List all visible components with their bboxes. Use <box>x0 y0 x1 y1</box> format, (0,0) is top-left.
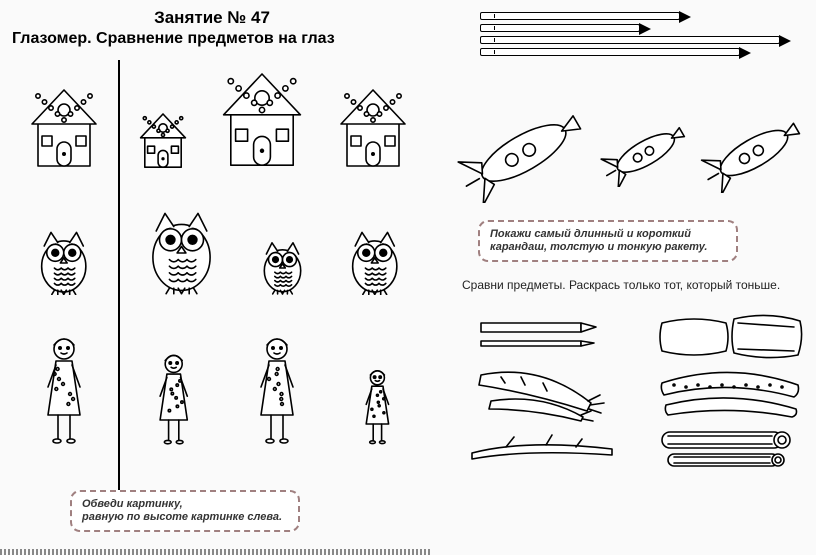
title-block: Занятие № 47 Глазомер. Сравнение предмет… <box>12 8 412 48</box>
pencil-icon <box>480 24 640 32</box>
pencil-icon <box>480 12 680 20</box>
pair-carrots <box>455 363 628 423</box>
reference-girl <box>10 335 118 450</box>
decorative-border <box>0 549 430 555</box>
row-owls <box>10 210 430 300</box>
rockets-group <box>452 95 812 215</box>
pencil-icon <box>480 48 740 56</box>
rocket-icon <box>699 113 809 198</box>
pair-row <box>455 366 815 420</box>
house-icon <box>214 62 310 175</box>
house-options <box>118 62 430 175</box>
lesson-title: Занятие № 47 <box>12 8 412 28</box>
right-panel: Сравни предметы. Раскрась только тот, ко… <box>440 0 816 555</box>
callout-right-text: Покажи самый длинный и короткий карандаш… <box>490 228 707 253</box>
callout-right: Покажи самый длинный и короткий карандаш… <box>478 220 738 262</box>
left-panel <box>10 60 430 540</box>
callout-left: Обведи картинку,равную по высоте картинк… <box>70 490 300 532</box>
callout-left-text: Обведи картинку,равную по высоте картинк… <box>82 498 282 523</box>
pair-logs <box>642 424 815 474</box>
row-girls <box>10 330 430 450</box>
house-icon <box>24 80 104 175</box>
compare-instruction: Сравни предметы. Раскрась только тот, ко… <box>462 278 812 292</box>
compare-grid <box>455 310 815 540</box>
pair-branch <box>455 429 628 469</box>
pair-row <box>455 422 815 476</box>
lesson-subtitle: Глазомер. Сравнение предметов на глаз <box>12 30 412 48</box>
pencil-icon <box>480 36 780 44</box>
owl-icon <box>34 229 94 300</box>
pair-pencils <box>455 317 628 357</box>
reference-house <box>10 80 118 175</box>
row-houses <box>10 65 430 175</box>
pair-cucumbers <box>642 365 815 421</box>
owl-options <box>118 209 430 300</box>
girl-icon <box>255 335 299 450</box>
pair-row <box>455 310 815 364</box>
house-icon <box>333 80 413 175</box>
girl-icon <box>42 335 86 450</box>
girl-icon <box>362 368 393 450</box>
worksheet-page: Занятие № 47 Глазомер. Сравнение предмет… <box>0 0 816 555</box>
pair-pillows <box>642 311 815 363</box>
girl-icon <box>155 352 192 451</box>
reference-owl <box>10 229 118 300</box>
owl-icon <box>345 229 405 300</box>
rocket-icon <box>455 103 593 208</box>
house-icon <box>135 107 191 175</box>
pencils-group <box>480 8 810 60</box>
owl-icon <box>258 240 307 300</box>
girl-options <box>118 335 430 450</box>
owl-icon <box>143 209 220 300</box>
rocket-icon <box>599 119 693 192</box>
